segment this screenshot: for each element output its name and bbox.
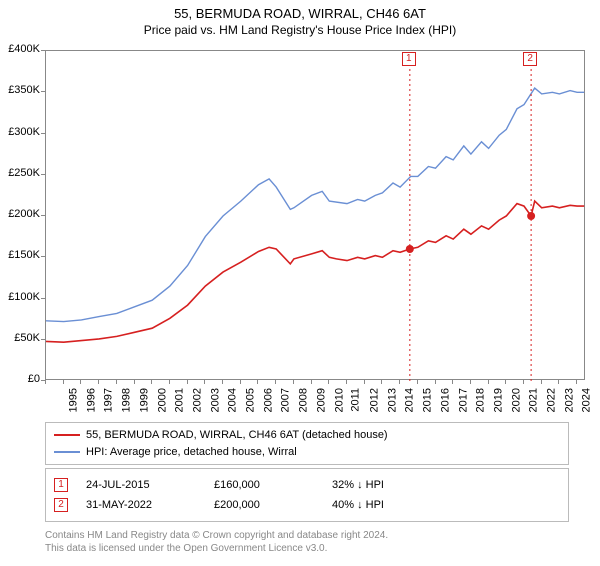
x-axis-label: 2006 <box>262 388 274 412</box>
legend-item: 55, BERMUDA ROAD, WIRRAL, CH46 6AT (deta… <box>54 427 560 444</box>
x-axis-label: 1996 <box>85 388 97 412</box>
x-axis-label: 2012 <box>368 388 380 412</box>
x-axis-label: 1995 <box>67 388 79 412</box>
table-price: £160,000 <box>214 479 314 491</box>
chart-marker-2: 2 <box>523 52 537 66</box>
chart-plot-area <box>45 50 585 380</box>
title-line2: Price paid vs. HM Land Registry's House … <box>0 23 600 37</box>
x-axis-label: 2000 <box>156 388 168 412</box>
y-axis-label: £400K <box>0 43 40 55</box>
y-axis-label: £250K <box>0 167 40 179</box>
x-axis-label: 2005 <box>245 388 257 412</box>
x-axis-label: 2009 <box>315 388 327 412</box>
table-price: £200,000 <box>214 499 314 511</box>
table-pct: 32% ↓ HPI <box>332 479 384 491</box>
x-axis-label: 2021 <box>528 388 540 412</box>
legend-label: 55, BERMUDA ROAD, WIRRAL, CH46 6AT (deta… <box>86 429 388 441</box>
x-axis-label: 2003 <box>209 388 221 412</box>
x-axis-label: 1998 <box>121 388 133 412</box>
legend: 55, BERMUDA ROAD, WIRRAL, CH46 6AT (deta… <box>45 422 569 465</box>
table-date: 24-JUL-2015 <box>86 479 196 491</box>
x-axis-label: 1997 <box>103 388 115 412</box>
price-paid-line <box>46 201 584 342</box>
x-axis-label: 2008 <box>298 388 310 412</box>
footer-line2: This data is licensed under the Open Gov… <box>45 542 388 555</box>
y-axis-label: £300K <box>0 126 40 138</box>
x-axis-label: 2023 <box>563 388 575 412</box>
x-axis-label: 2015 <box>422 388 434 412</box>
legend-label: HPI: Average price, detached house, Wirr… <box>86 446 297 458</box>
chart-title: 55, BERMUDA ROAD, WIRRAL, CH46 6AT Price… <box>0 6 600 37</box>
y-axis-label: £100K <box>0 291 40 303</box>
y-axis-label: £150K <box>0 249 40 261</box>
x-axis-label: 2002 <box>191 388 203 412</box>
x-axis-label: 2004 <box>227 388 239 412</box>
y-axis-label: £350K <box>0 84 40 96</box>
price-paid-table: 1 24-JUL-2015 £160,000 32% ↓ HPI 2 31-MAY-202… <box>45 468 569 522</box>
footer-text: Contains HM Land Registry data © Crown c… <box>45 529 388 555</box>
y-axis-label: £0 <box>0 373 40 385</box>
x-axis-label: 1999 <box>138 388 150 412</box>
table-pct: 40% ↓ HPI <box>332 499 384 511</box>
y-axis-label: £50K <box>0 332 40 344</box>
title-line1: 55, BERMUDA ROAD, WIRRAL, CH46 6AT <box>0 6 600 21</box>
x-axis-label: 2024 <box>581 388 593 412</box>
x-axis-label: 2010 <box>333 388 345 412</box>
legend-item: HPI: Average price, detached house, Wirr… <box>54 444 560 461</box>
x-axis-label: 2011 <box>350 388 362 412</box>
hpi-line <box>46 88 584 322</box>
table-row: 1 24-JUL-2015 £160,000 32% ↓ HPI <box>54 475 560 495</box>
x-axis-label: 2016 <box>439 388 451 412</box>
x-axis-label: 2007 <box>280 388 292 412</box>
table-marker-box: 2 <box>54 498 68 512</box>
x-axis-label: 2013 <box>386 388 398 412</box>
x-axis-label: 2001 <box>174 388 186 412</box>
x-axis-label: 2019 <box>492 388 504 412</box>
chart-marker-1: 1 <box>402 52 416 66</box>
x-axis-label: 2022 <box>546 388 558 412</box>
footer-line1: Contains HM Land Registry data © Crown c… <box>45 529 388 542</box>
table-row: 2 31-MAY-2022 £200,000 40% ↓ HPI <box>54 495 560 515</box>
y-axis-label: £200K <box>0 208 40 220</box>
x-axis-label: 2020 <box>510 388 522 412</box>
x-axis-label: 2014 <box>404 388 416 412</box>
x-axis-label: 2018 <box>475 388 487 412</box>
table-date: 31-MAY-2022 <box>86 499 196 511</box>
x-axis-label: 2017 <box>457 388 469 412</box>
table-marker-box: 1 <box>54 478 68 492</box>
